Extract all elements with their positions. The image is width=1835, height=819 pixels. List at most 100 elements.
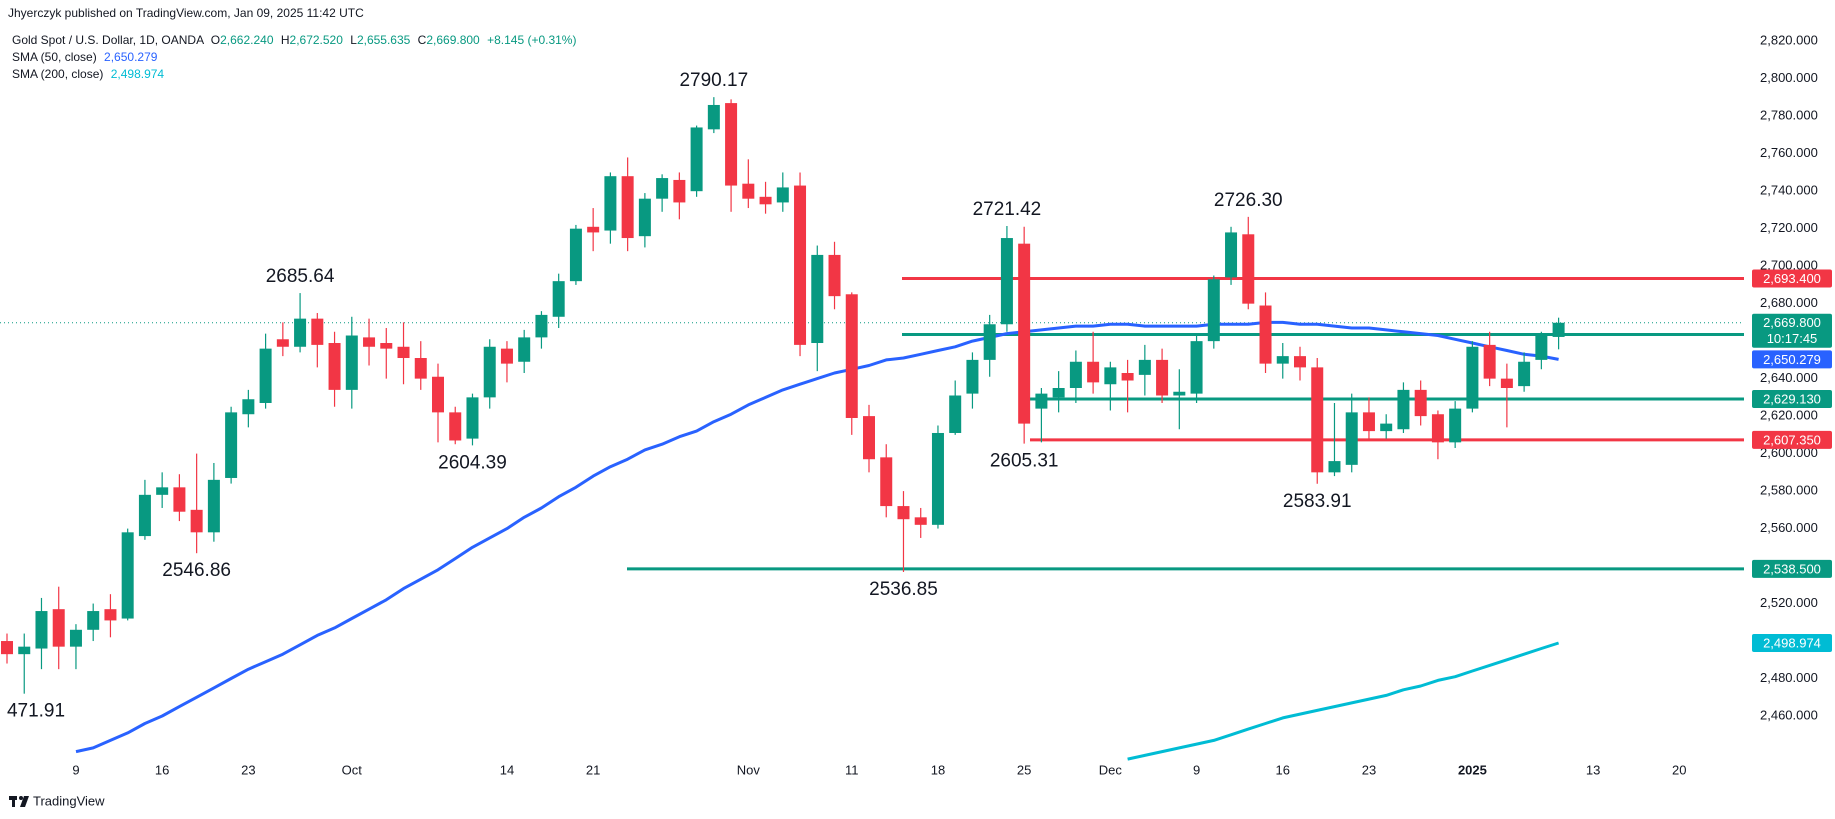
price-badge	[1752, 269, 1832, 288]
candle-body	[811, 254, 824, 344]
y-tick-label: 2,700.000	[1760, 258, 1818, 273]
price-badge-label: 2,629.130	[1763, 391, 1821, 406]
x-tick-label: 25	[1017, 762, 1031, 777]
brand-name: TradingView	[33, 793, 105, 808]
candle-body	[1018, 243, 1031, 424]
y-tick-label: 2,640.000	[1760, 370, 1818, 385]
quote-key: H	[281, 33, 290, 47]
candle-body	[828, 254, 841, 297]
y-tick-label: 2,720.000	[1760, 220, 1818, 235]
candle-body	[569, 228, 582, 282]
candle-body	[328, 343, 341, 390]
candle-body	[207, 479, 220, 533]
y-tick-label: 2,520.000	[1760, 595, 1818, 610]
x-tick-label: 18	[931, 762, 945, 777]
candle-body	[949, 395, 962, 433]
x-tick-label: 16	[1276, 762, 1290, 777]
countdown-label: 10:17:45	[1767, 331, 1818, 346]
price-badge-label: 2,498.974	[1763, 635, 1821, 650]
candle-body	[363, 337, 376, 347]
candle-body	[397, 346, 410, 359]
candle-body	[897, 506, 910, 520]
quote-value: 2,669.800	[426, 33, 480, 47]
candle-body	[1138, 359, 1151, 375]
candle-body	[1431, 414, 1444, 443]
candle-body	[742, 183, 755, 199]
candle-body	[311, 318, 324, 345]
candle-body	[638, 198, 651, 237]
candle-body	[18, 646, 31, 655]
candle-body	[1552, 322, 1565, 337]
price-annotation: 2583.91	[1283, 491, 1352, 512]
candle-body	[1207, 279, 1220, 342]
candle-body	[432, 376, 444, 413]
candle-body	[1294, 356, 1306, 368]
candle-body	[1225, 232, 1238, 278]
brand-logo: TradingView	[9, 793, 105, 808]
x-tick-label: 9	[72, 762, 79, 777]
price-annotation: 2790.17	[679, 70, 748, 91]
candle-body	[1069, 361, 1082, 388]
candle-body	[52, 609, 65, 647]
price-badge-label: 2,650.279	[1763, 352, 1821, 367]
candle-body	[483, 346, 496, 398]
y-tick-label: 2,480.000	[1760, 670, 1818, 685]
candle-body	[242, 399, 255, 415]
candle-body	[69, 629, 82, 647]
y-tick-label: 2,760.000	[1760, 145, 1818, 160]
x-tick-label: 20	[1672, 762, 1686, 777]
quote-change: +8.145 (+0.31%)	[487, 33, 576, 47]
logo-shape	[19, 796, 23, 800]
x-tick-label: Nov	[737, 762, 761, 777]
x-tick-label: 16	[155, 762, 169, 777]
candle-body	[294, 318, 307, 347]
plot-area	[0, 97, 1744, 761]
candle-body	[1449, 408, 1462, 443]
price-annotation: 2605.31	[990, 451, 1059, 472]
candle-body	[673, 179, 686, 203]
candle-body	[345, 335, 358, 390]
candle-body	[121, 532, 134, 619]
candle-body	[87, 611, 100, 630]
candle-body	[1500, 378, 1513, 388]
last-price-label: 2,669.800	[1763, 315, 1821, 330]
candle-body	[449, 412, 462, 441]
y-tick-label: 2,800.000	[1760, 70, 1818, 85]
price-annotation: 2546.86	[162, 560, 231, 581]
price-annotation: 2536.85	[869, 579, 938, 600]
candle-body	[1345, 412, 1358, 465]
x-tick-label: 21	[586, 762, 600, 777]
candle-body	[707, 104, 720, 130]
candle-body	[1052, 387, 1065, 398]
candle-body	[1466, 346, 1479, 409]
candle-body	[587, 226, 600, 233]
candle-body	[1242, 234, 1255, 304]
candle-body	[1121, 373, 1134, 381]
y-tick-label: 2,740.000	[1760, 183, 1818, 198]
candle-body	[1276, 356, 1289, 364]
candle-body	[1035, 393, 1048, 409]
candle-body	[880, 457, 893, 507]
indicator-value: 2,650.279	[104, 50, 158, 64]
candle-body	[725, 103, 738, 186]
candle-body	[1173, 391, 1186, 396]
price-badge	[1752, 559, 1832, 578]
candle-body	[1087, 361, 1100, 383]
candle-body	[863, 416, 875, 460]
candle-body	[1104, 367, 1117, 385]
indicator-name: SMA (200, close)	[12, 67, 103, 81]
symbol-title: Gold Spot / U.S. Dollar, 1D, OANDA	[12, 33, 204, 47]
indicator-legend: SMA (50, close) 2,650.279	[12, 50, 158, 64]
price-badge-label: 2,693.400	[1763, 271, 1821, 286]
candle-body	[656, 178, 669, 199]
x-tick-label: Dec	[1099, 762, 1123, 777]
y-tick-label: 2,620.000	[1760, 408, 1818, 423]
candle-body	[380, 343, 393, 349]
candle-body	[1000, 238, 1013, 325]
quote-key: L	[350, 33, 357, 47]
x-tick-label: Oct	[342, 762, 363, 777]
candle-body	[845, 294, 858, 418]
candle-body	[414, 358, 427, 379]
sma-line	[75, 320, 1559, 754]
